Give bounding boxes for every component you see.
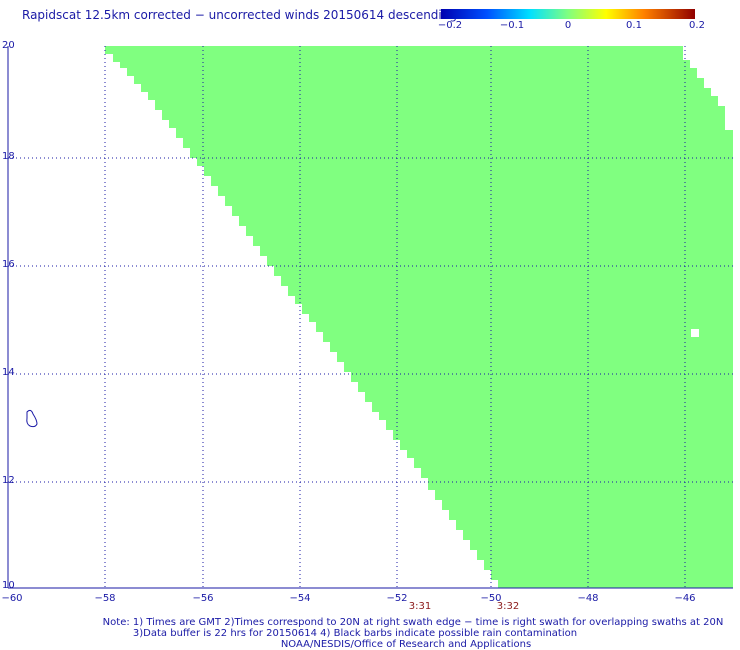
lon-label-56: −56 bbox=[192, 593, 214, 604]
color-scale-bar bbox=[441, 9, 695, 19]
lon-label-52: −52 bbox=[386, 593, 408, 604]
barbados-coastline bbox=[26, 409, 38, 428]
colorbar-tick: −0.1 bbox=[499, 20, 525, 31]
lon-label-48: −48 bbox=[577, 593, 599, 604]
wind-swath bbox=[105, 46, 733, 588]
colorbar-tick: 0.2 bbox=[689, 20, 705, 31]
lat-label-12: 12 bbox=[2, 475, 15, 486]
note-line-3: NOAA/NESDIS/Office of Research and Appli… bbox=[280, 639, 532, 650]
colorbar-tick: −0.2 bbox=[437, 20, 463, 31]
lat-label-20: 20 bbox=[2, 40, 15, 51]
map-title: Rapidscat 12.5km corrected − uncorrected… bbox=[22, 8, 457, 22]
lat-lon-grid bbox=[8, 46, 733, 588]
note-line-1: Note: 1) Times are GMT 2)Times correspon… bbox=[102, 617, 724, 628]
lat-label-10: 10 bbox=[2, 580, 15, 591]
colorbar-tick: 0.1 bbox=[626, 20, 642, 31]
time-label: 3:32 bbox=[496, 601, 520, 612]
lon-label-54: −54 bbox=[289, 593, 311, 604]
lat-label-16: 16 bbox=[2, 259, 15, 270]
lat-label-14: 14 bbox=[2, 367, 15, 378]
map-frame bbox=[7, 46, 733, 589]
colorbar-tick: 0 bbox=[564, 20, 572, 31]
missing-data-cell bbox=[691, 329, 699, 337]
lon-label-58: −58 bbox=[94, 593, 116, 604]
note-line-2: 3)Data buffer is 22 hrs for 20150614 4) … bbox=[132, 628, 578, 639]
lon-label-60: −60 bbox=[1, 593, 23, 604]
lon-label-50: −50 bbox=[480, 593, 502, 604]
lat-label-18: 18 bbox=[2, 151, 15, 162]
lon-label-46: −46 bbox=[674, 593, 696, 604]
time-label: 3:31 bbox=[408, 601, 432, 612]
